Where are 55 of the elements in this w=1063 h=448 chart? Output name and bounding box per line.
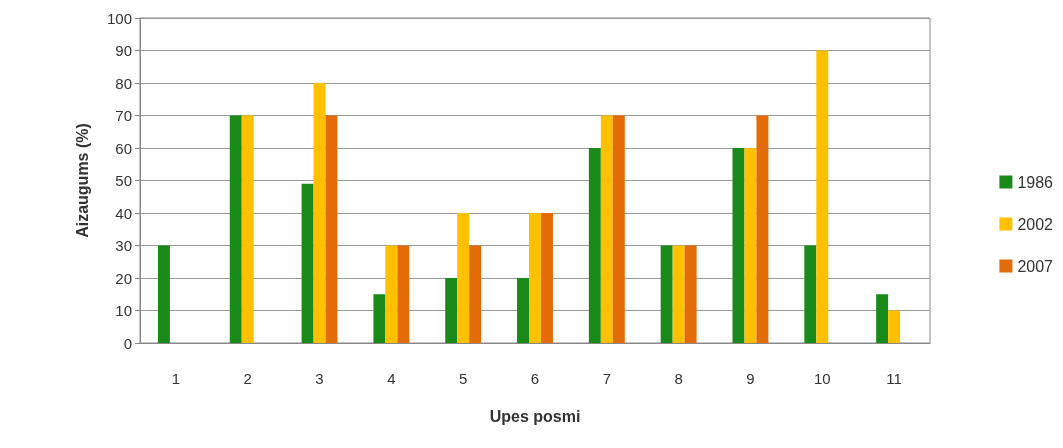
bar xyxy=(313,83,326,343)
bar xyxy=(804,245,817,343)
bar xyxy=(540,213,553,343)
y-tick-label: 30 xyxy=(115,237,132,254)
x-tick-label: 2 xyxy=(243,370,252,387)
y-tick-label: 10 xyxy=(115,302,132,319)
x-tick-label: 4 xyxy=(387,370,396,387)
bar xyxy=(756,115,769,343)
bar xyxy=(888,310,901,343)
bar xyxy=(529,213,541,343)
x-tick-label: 6 xyxy=(530,370,540,387)
x-tick-label: 3 xyxy=(315,370,324,387)
y-tick-label: 100 xyxy=(106,9,132,27)
bar xyxy=(876,294,889,343)
bar xyxy=(157,245,170,343)
x-tick-label: 5 xyxy=(459,370,468,387)
x-tick-label: 11 xyxy=(886,370,902,387)
x-tick-label: 10 xyxy=(813,370,831,387)
bar xyxy=(744,148,757,343)
bar xyxy=(684,245,697,343)
bar xyxy=(732,148,745,343)
y-tick-label: 50 xyxy=(115,172,132,189)
legend-label: 2007 xyxy=(1017,257,1054,275)
x-tick-label: 8 xyxy=(674,370,683,387)
bar xyxy=(301,183,314,343)
bar xyxy=(385,245,398,343)
legend-label: 1986 xyxy=(1017,173,1054,191)
x-tick-label: 7 xyxy=(602,370,611,387)
y-axis-title: Aizaugums (%) xyxy=(73,123,91,238)
bar xyxy=(517,278,530,343)
x-tick-label: 9 xyxy=(746,370,755,387)
y-tick-label: 0 xyxy=(123,334,132,352)
bar xyxy=(469,245,482,343)
legend-label: 2002 xyxy=(1017,215,1054,233)
bar xyxy=(816,50,829,343)
bar xyxy=(612,115,625,343)
x-tick-label: 1 xyxy=(171,370,181,387)
bar xyxy=(373,294,386,343)
y-tick-label: 70 xyxy=(115,107,132,124)
bar xyxy=(672,245,685,343)
bar xyxy=(600,115,613,343)
x-axis-title: Upes posmi xyxy=(489,407,581,425)
bar xyxy=(397,245,410,343)
y-tick-label: 40 xyxy=(115,204,132,222)
bar xyxy=(241,115,254,343)
bar xyxy=(445,278,458,343)
y-tick-label: 80 xyxy=(115,74,132,92)
bar xyxy=(325,115,338,343)
y-tick-label: 60 xyxy=(115,139,132,157)
y-tick-label: 20 xyxy=(115,269,132,287)
bar xyxy=(229,115,242,343)
bar xyxy=(457,213,470,343)
y-tick-label: 90 xyxy=(115,42,132,59)
bar xyxy=(588,148,601,343)
bar xyxy=(660,245,673,343)
